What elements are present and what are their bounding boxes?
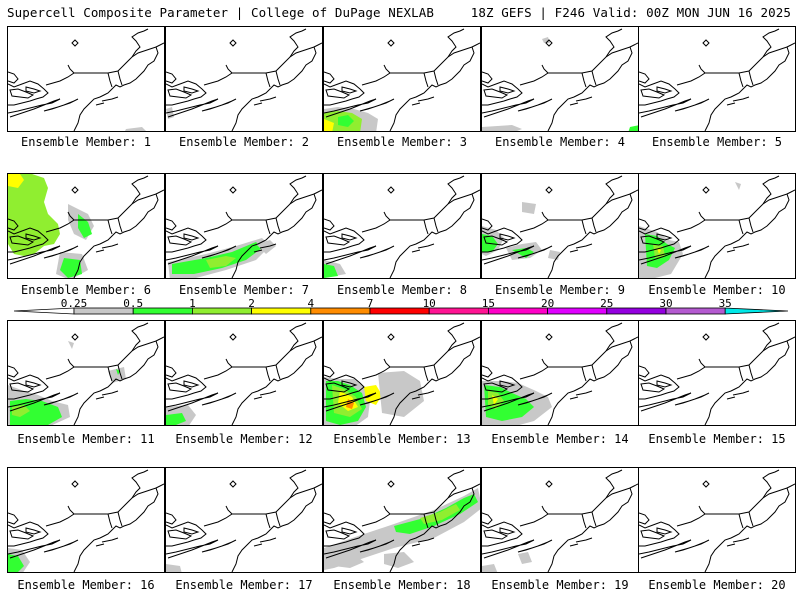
scp-field-map <box>8 469 164 572</box>
scp-field-map <box>166 469 322 572</box>
ensemble-member-map-1 <box>7 26 165 132</box>
map-title: Supercell Composite Parameter | College … <box>7 5 435 20</box>
ensemble-member-label: Ensemble Member: 11 <box>17 432 155 446</box>
ensemble-member-label: Ensemble Member: 8 <box>336 283 468 297</box>
scp-field-map <box>166 28 322 131</box>
scp-field-map <box>639 322 795 425</box>
ensemble-member-label: Ensemble Member: 2 <box>178 135 310 149</box>
scp-field-map <box>482 469 638 572</box>
colorbar-high-arrow <box>724 307 789 315</box>
ensemble-member-label: Ensemble Member: 13 <box>333 432 471 446</box>
ensemble-member-map-18 <box>323 467 481 573</box>
ensemble-member-map-7 <box>165 173 323 279</box>
ensemble-member-map-5 <box>638 26 796 132</box>
scp-field-map <box>8 322 164 425</box>
colorbar-segment <box>487 307 548 315</box>
ensemble-member-label: Ensemble Member: 4 <box>494 135 626 149</box>
colorbar-tick-label: 0.5 <box>123 297 144 310</box>
colorbar-segment <box>428 307 489 315</box>
colorbar-tick-label: 0.25 <box>60 297 88 310</box>
ensemble-member-label: Ensemble Member: 20 <box>648 578 786 592</box>
colorbar-segment <box>251 307 312 315</box>
colorbar-segment <box>547 307 608 315</box>
colorbar-tick-label: 35 <box>718 297 732 310</box>
colorbar-tick-label: 15 <box>481 297 496 310</box>
ensemble-member-label: Ensemble Member: 10 <box>648 283 786 297</box>
ensemble-member-label: Ensemble Member: 14 <box>491 432 629 446</box>
ensemble-member-label: Ensemble Member: 15 <box>648 432 786 446</box>
scp-field-map <box>324 175 480 278</box>
colorbar-segment <box>310 307 371 315</box>
scp-field-map <box>324 28 480 131</box>
scp-field-map <box>8 174 164 278</box>
ensemble-member-map-2 <box>165 26 323 132</box>
color-scale-bar <box>13 307 789 315</box>
ensemble-member-label: Ensemble Member: 18 <box>333 578 471 592</box>
scp-field-map <box>482 175 638 278</box>
ensemble-member-label: Ensemble Member: 17 <box>175 578 313 592</box>
ensemble-member-map-17 <box>165 467 323 573</box>
ensemble-member-label: Ensemble Member: 12 <box>175 432 313 446</box>
scp-field-map <box>166 322 322 425</box>
colorbar-tick-label: 1 <box>189 297 196 310</box>
scp-field-map <box>324 322 480 425</box>
ensemble-member-label: Ensemble Member: 6 <box>20 283 152 297</box>
ensemble-member-map-9 <box>481 173 639 279</box>
ensemble-member-label: Ensemble Member: 16 <box>17 578 155 592</box>
ensemble-member-label: Ensemble Member: 9 <box>494 283 626 297</box>
colorbar-segment <box>606 307 667 315</box>
ensemble-member-map-16 <box>7 467 165 573</box>
ensemble-member-label: Ensemble Member: 1 <box>20 135 152 149</box>
ensemble-member-map-20 <box>638 467 796 573</box>
scp-field-map <box>639 175 795 278</box>
scp-field-map <box>482 28 638 131</box>
colorbar-tick-label: 2 <box>248 297 255 310</box>
ensemble-member-map-8 <box>323 173 481 279</box>
scp-field-map <box>639 469 795 572</box>
scp-field-map <box>324 469 480 572</box>
colorbar-segment <box>369 307 430 315</box>
colorbar-tick-label: 25 <box>600 297 614 310</box>
colorbar-tick-label: 20 <box>540 297 555 310</box>
ensemble-member-map-6 <box>7 173 165 279</box>
colorbar-tick-label: 7 <box>366 297 374 310</box>
ensemble-member-map-19 <box>481 467 639 573</box>
ensemble-member-map-12 <box>165 320 323 426</box>
ensemble-member-map-14 <box>481 320 639 426</box>
ensemble-member-map-11 <box>7 320 165 426</box>
scp-field-map <box>639 28 795 131</box>
colorbar-tick-label: 10 <box>422 297 436 310</box>
ensemble-member-label: Ensemble Member: 19 <box>491 578 629 592</box>
scp-field-map <box>166 175 322 278</box>
ensemble-member-map-15 <box>638 320 796 426</box>
ensemble-member-map-10 <box>638 173 796 279</box>
colorbar-segment <box>191 307 252 315</box>
ensemble-member-label: Ensemble Member: 7 <box>178 283 310 297</box>
colorbar-tick-label: 4 <box>307 297 315 310</box>
colorbar-tick-label: 30 <box>659 297 673 310</box>
ensemble-member-map-13 <box>323 320 481 426</box>
run-valid-time: 18Z GEFS | F246 Valid: 00Z MON JUN 16 20… <box>470 5 791 20</box>
scp-field-map <box>8 28 164 131</box>
ensemble-member-map-4 <box>481 26 639 132</box>
ensemble-member-label: Ensemble Member: 5 <box>651 135 783 149</box>
ensemble-member-map-3 <box>323 26 481 132</box>
scp-field-map <box>482 322 638 425</box>
ensemble-member-label: Ensemble Member: 3 <box>336 135 468 149</box>
colorbar-segment <box>665 307 726 315</box>
